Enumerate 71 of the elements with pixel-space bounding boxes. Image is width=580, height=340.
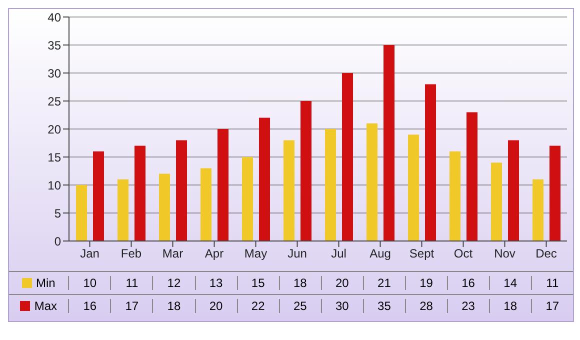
bar	[218, 129, 228, 241]
bar	[76, 185, 87, 241]
data-label: 18	[278, 276, 321, 290]
bar	[300, 101, 312, 241]
data-label: 11	[110, 276, 152, 290]
bar	[159, 174, 170, 241]
bar	[450, 151, 460, 241]
x-tick-label: Jul	[331, 246, 346, 261]
bar	[93, 151, 104, 241]
data-label: 17	[530, 299, 573, 313]
bar	[466, 112, 478, 241]
data-label: 11	[530, 276, 573, 290]
data-label: 28	[404, 299, 447, 313]
data-label: 35	[362, 299, 405, 313]
bar	[508, 140, 519, 241]
data-label: 15	[236, 276, 279, 290]
bar	[366, 123, 378, 241]
bar	[384, 45, 394, 241]
data-label: 30	[320, 299, 363, 313]
y-tick-label: 35	[48, 38, 62, 52]
y-tick-label: 10	[48, 178, 62, 192]
data-label: 18	[152, 299, 194, 313]
bar	[532, 179, 544, 241]
bar	[550, 146, 560, 241]
x-tick-label: Oct	[454, 246, 474, 261]
y-tick-label: 5	[54, 206, 62, 220]
data-label: 12	[152, 276, 194, 290]
data-label: 16	[68, 299, 110, 313]
x-tick-label: Jun	[288, 246, 307, 261]
data-label: 13	[194, 276, 237, 290]
data-label: 10	[68, 276, 110, 290]
data-label: 21	[362, 276, 405, 290]
data-label: 23	[446, 299, 489, 313]
bar	[200, 168, 212, 241]
bar	[325, 129, 336, 241]
data-label: 16	[446, 276, 489, 290]
x-tick-label: Nov	[494, 246, 516, 261]
x-tick-label: Dec	[536, 246, 557, 261]
bar	[118, 179, 128, 241]
bar	[408, 134, 419, 241]
bar	[342, 73, 353, 241]
bar	[491, 162, 502, 241]
y-tick-label: 40	[48, 10, 62, 24]
data-label: 18	[488, 299, 531, 313]
x-tick-label: Apr	[204, 246, 224, 261]
legend-label: Max	[34, 299, 58, 313]
y-tick-label: 25	[48, 94, 62, 108]
x-tick-label: Feb	[120, 246, 142, 261]
data-label: 17	[110, 299, 152, 313]
data-label: 25	[278, 299, 321, 313]
bar	[242, 157, 253, 241]
y-tick-label: 15	[48, 150, 62, 164]
y-tick-label: 0	[54, 234, 62, 248]
x-tick-label: May	[244, 246, 268, 261]
data-label: 19	[404, 276, 447, 290]
bar	[134, 146, 146, 241]
bar	[425, 84, 436, 241]
x-tick-label: Mar	[162, 246, 184, 261]
data-label: 20	[320, 276, 363, 290]
bar	[259, 118, 270, 241]
x-tick-label: Aug	[370, 246, 391, 261]
x-tick-label: Jan	[80, 246, 100, 261]
y-tick-label: 30	[48, 66, 62, 80]
bar	[176, 140, 187, 241]
data-label: 20	[194, 299, 237, 313]
x-tick-label: Sept	[409, 246, 435, 261]
data-label: 14	[488, 276, 531, 290]
data-label: 22	[236, 299, 279, 313]
y-tick-label: 20	[48, 122, 62, 136]
bar	[284, 140, 294, 241]
legend-label: Min	[36, 276, 56, 290]
